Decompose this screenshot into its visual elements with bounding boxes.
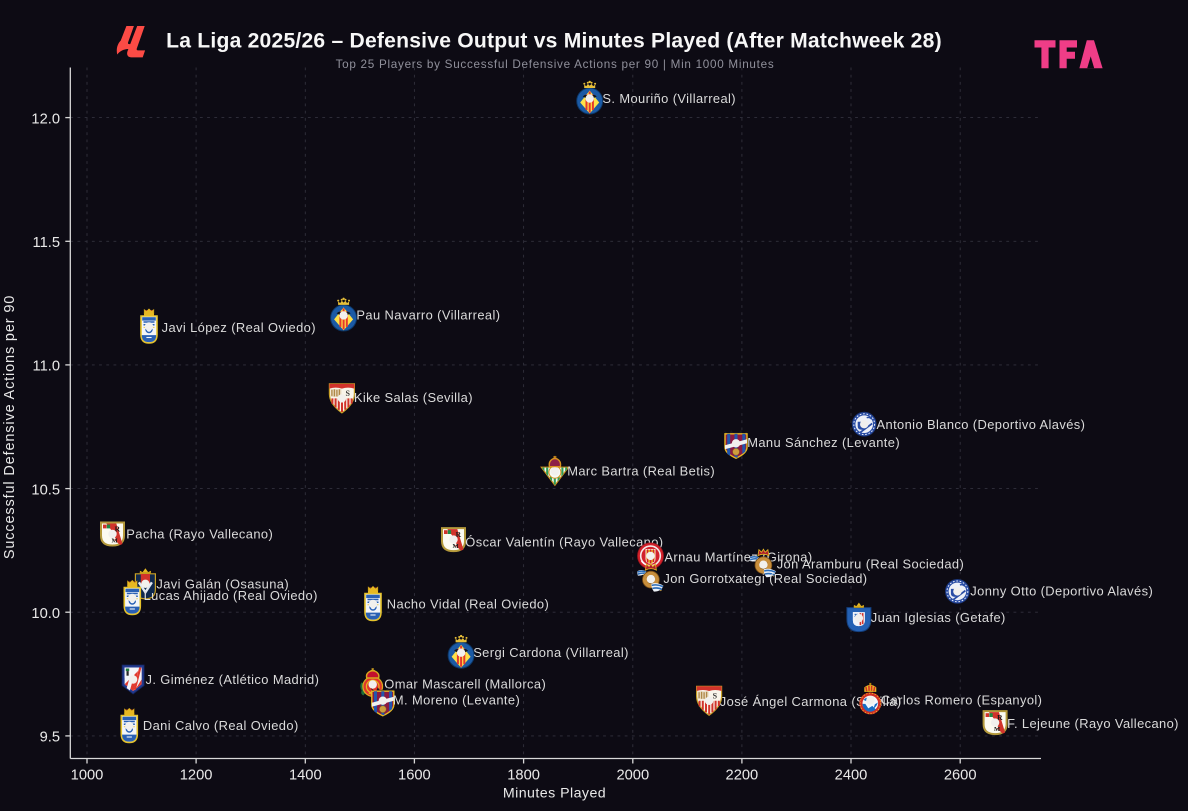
svg-text:2000: 2000 [616, 767, 649, 783]
svg-text:Óscar Valentín (Rayo Vallecano: Óscar Valentín (Rayo Vallecano) [465, 534, 663, 549]
svg-text:Minutes Played: Minutes Played [503, 786, 606, 802]
svg-text:1200: 1200 [180, 767, 213, 783]
svg-text:R: R [115, 524, 121, 533]
svg-text:12.0: 12.0 [31, 111, 60, 127]
svg-text:Successful Defensive Actions p: Successful Defensive Actions per 90 [2, 295, 18, 559]
svg-text:Lucas Ahijado (Real Oviedo): Lucas Ahijado (Real Oviedo) [144, 588, 318, 603]
svg-text:Juan Iglesias (Getafe): Juan Iglesias (Getafe) [871, 610, 1006, 625]
svg-text:Pacha (Rayo Vallecano): Pacha (Rayo Vallecano) [126, 527, 273, 542]
svg-text:9.5: 9.5 [40, 730, 60, 746]
svg-text:Jon Aramburu (Real Sociedad): Jon Aramburu (Real Sociedad) [777, 556, 964, 571]
svg-text:R: R [456, 530, 462, 539]
svg-text:M: M [994, 726, 1001, 733]
svg-text:Top 25 Players by Successful D: Top 25 Players by Successful Defensive A… [336, 58, 775, 71]
svg-text:1400: 1400 [289, 767, 322, 783]
svg-text:Antonio Blanco (Deportivo Alav: Antonio Blanco (Deportivo Alavés) [877, 417, 1086, 432]
svg-text:S: S [345, 389, 350, 398]
svg-text:2600: 2600 [944, 767, 977, 783]
svg-text:Javi Galán (Osasuna): Javi Galán (Osasuna) [156, 576, 289, 591]
svg-text:1800: 1800 [507, 767, 540, 783]
svg-text:M: M [452, 543, 459, 550]
svg-text:10.0: 10.0 [31, 606, 60, 622]
svg-text:Jon Gorrotxategi (Real Socieda: Jon Gorrotxategi (Real Sociedad) [663, 571, 867, 586]
svg-text:11.5: 11.5 [33, 235, 61, 251]
svg-text:S. Mouriño (Villarreal): S. Mouriño (Villarreal) [602, 91, 736, 106]
svg-text:1600: 1600 [398, 767, 431, 783]
svg-text:Dani Calvo (Real Oviedo): Dani Calvo (Real Oviedo) [143, 718, 299, 733]
svg-text:Marc Bartra (Real Betis): Marc Bartra (Real Betis) [567, 463, 715, 478]
svg-text:Carlos Romero (Espanyol): Carlos Romero (Espanyol) [881, 692, 1042, 707]
svg-text:10.5: 10.5 [31, 482, 60, 498]
svg-text:Pau Navarro (Villarreal): Pau Navarro (Villarreal) [356, 307, 500, 322]
svg-text:J. Giménez (Atlético Madrid): J. Giménez (Atlético Madrid) [146, 672, 320, 687]
svg-text:José Ángel Carmona (Sevilla): José Ángel Carmona (Sevilla) [720, 694, 902, 709]
svg-text:Nacho Vidal (Real Oviedo): Nacho Vidal (Real Oviedo) [387, 596, 549, 611]
svg-text:Kike Salas (Sevilla): Kike Salas (Sevilla) [354, 390, 473, 405]
svg-text:Javi López (Real Oviedo): Javi López (Real Oviedo) [162, 320, 316, 335]
svg-text:11.0: 11.0 [33, 359, 61, 375]
svg-text:Sergi Cardona (Villarreal): Sergi Cardona (Villarreal) [473, 645, 629, 660]
svg-text:La Liga 2025/26 – Defensive Ou: La Liga 2025/26 – Defensive Output vs Mi… [166, 30, 942, 53]
svg-text:Arnau Martínez (Girona): Arnau Martínez (Girona) [664, 550, 812, 565]
svg-text:M. Moreno (Levante): M. Moreno (Levante) [393, 692, 520, 707]
svg-text:M: M [111, 538, 118, 545]
svg-text:Jonny Otto (Deportivo Alavés): Jonny Otto (Deportivo Alavés) [970, 584, 1153, 599]
svg-text:2200: 2200 [726, 767, 759, 783]
svg-text:S: S [713, 692, 718, 701]
svg-text:2400: 2400 [835, 767, 868, 783]
svg-text:F. Lejeune (Rayo Vallecano): F. Lejeune (Rayo Vallecano) [1007, 716, 1179, 731]
svg-text:Omar Mascarell (Mallorca): Omar Mascarell (Mallorca) [384, 677, 546, 692]
svg-text:R: R [997, 713, 1003, 722]
svg-text:1000: 1000 [71, 767, 104, 783]
svg-text:Manu Sánchez (Levante): Manu Sánchez (Levante) [747, 435, 900, 450]
